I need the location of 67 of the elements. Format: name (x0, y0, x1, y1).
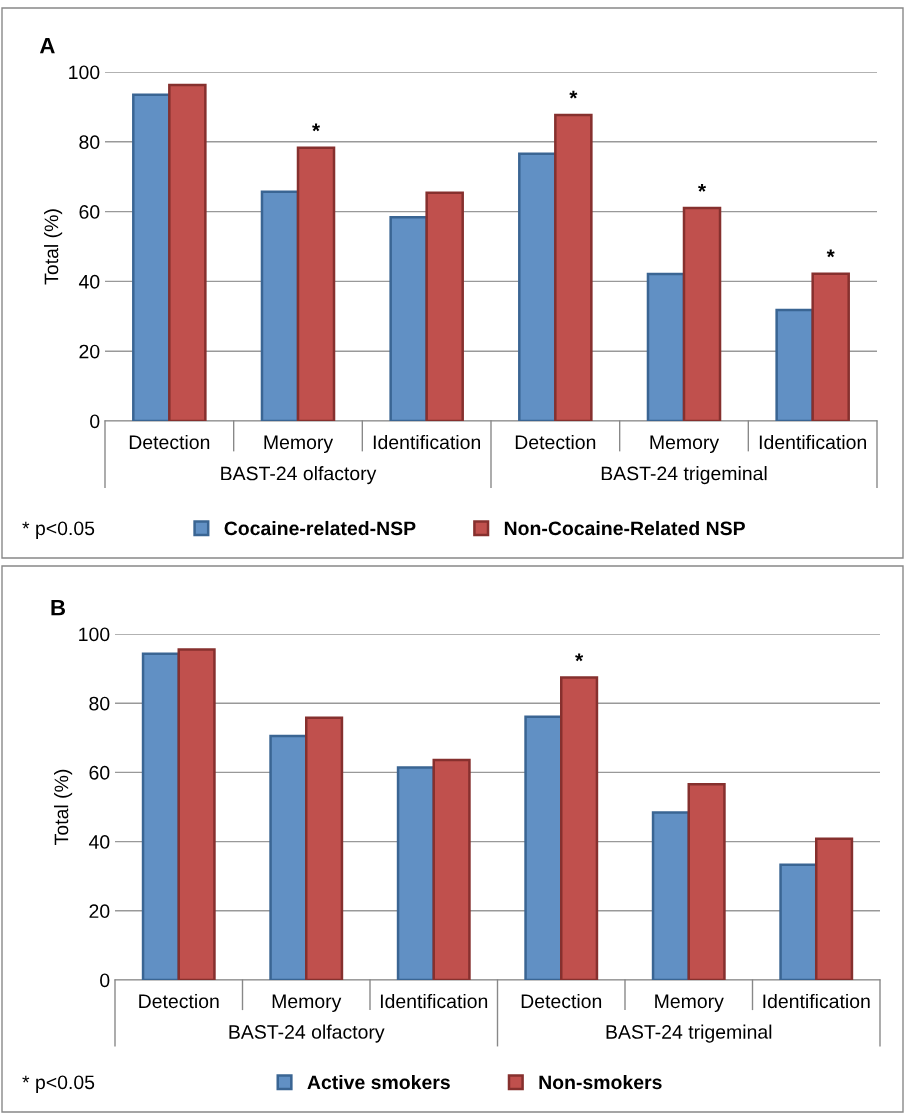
x-tick-label: Identification (373, 434, 480, 450)
y-tick-label: 60 (89, 765, 110, 780)
bar (775, 308, 814, 421)
y-tick-label: 0 (100, 973, 110, 988)
text: * p<0.05 (22, 521, 95, 540)
bar (432, 758, 471, 980)
bar (141, 652, 180, 980)
data-label: * (826, 249, 835, 258)
data-label: * (312, 123, 321, 132)
y-tick-label: 0 (90, 414, 100, 429)
legend-label: Active smokers (307, 1074, 450, 1090)
x-tick-label: Detection (139, 993, 219, 1009)
bar (779, 863, 818, 980)
y-tick-label: 100 (69, 65, 100, 80)
x-tick-label: Memory (655, 994, 724, 1013)
y-axis-title: Total (%) (54, 769, 73, 845)
x-tick-label: Identification (380, 993, 488, 1009)
text: BAST-24 olfactory (221, 466, 377, 485)
y-tick-label: 40 (78, 274, 100, 289)
x-tick-label: Identification (759, 434, 866, 450)
y-tick-label: 40 (88, 835, 110, 849)
bar (815, 837, 854, 980)
x-tick-label: Identification (763, 993, 870, 1009)
data-label: * (569, 90, 578, 99)
bar (396, 766, 435, 980)
y-tick-label: 100 (79, 627, 110, 642)
chart-title: A (39, 37, 55, 54)
y-tick-label: 20 (89, 904, 110, 919)
x-tick-label: Memory (264, 435, 334, 454)
x-tick-label: Detection (129, 434, 210, 450)
x-tick-label: Memory (272, 994, 342, 1013)
legend-label: Non-smokers (539, 1074, 662, 1090)
text: BAST-24 trigeminal (606, 1024, 772, 1043)
bar (132, 93, 171, 421)
text: BAST-24 trigeminal (601, 466, 767, 485)
data-label: * (575, 653, 584, 662)
y-axis-title: Total (%) (44, 209, 63, 285)
bar (425, 191, 464, 421)
bar (296, 146, 336, 421)
bar (560, 676, 599, 980)
bar (554, 113, 593, 421)
x-tick-label: Detection (515, 434, 596, 450)
legend-label: Non-Cocaine-Related NSP (504, 520, 745, 536)
x-tick-label: Detection (521, 993, 602, 1009)
text: * p<0.05 (22, 1075, 95, 1094)
bar (389, 215, 428, 421)
bar (305, 716, 344, 980)
data-label: * (698, 183, 707, 192)
bar (651, 811, 690, 980)
bar (682, 206, 722, 421)
bar (811, 272, 850, 421)
chart-title: B (51, 600, 66, 616)
y-tick-label: 60 (79, 205, 100, 219)
y-tick-label: 80 (79, 135, 100, 150)
text: BAST-24 olfactory (229, 1024, 385, 1043)
bar (687, 782, 726, 980)
legend-label: Cocaine-related-NSP (224, 520, 416, 536)
x-tick-label: Memory (650, 435, 720, 454)
bar (269, 734, 308, 980)
bar (524, 715, 563, 980)
bar (168, 83, 207, 421)
bar (260, 190, 300, 421)
y-tick-label: 80 (89, 696, 110, 711)
bar (518, 152, 557, 421)
bar (177, 648, 216, 980)
bar (646, 272, 686, 421)
y-tick-label: 20 (79, 344, 100, 359)
